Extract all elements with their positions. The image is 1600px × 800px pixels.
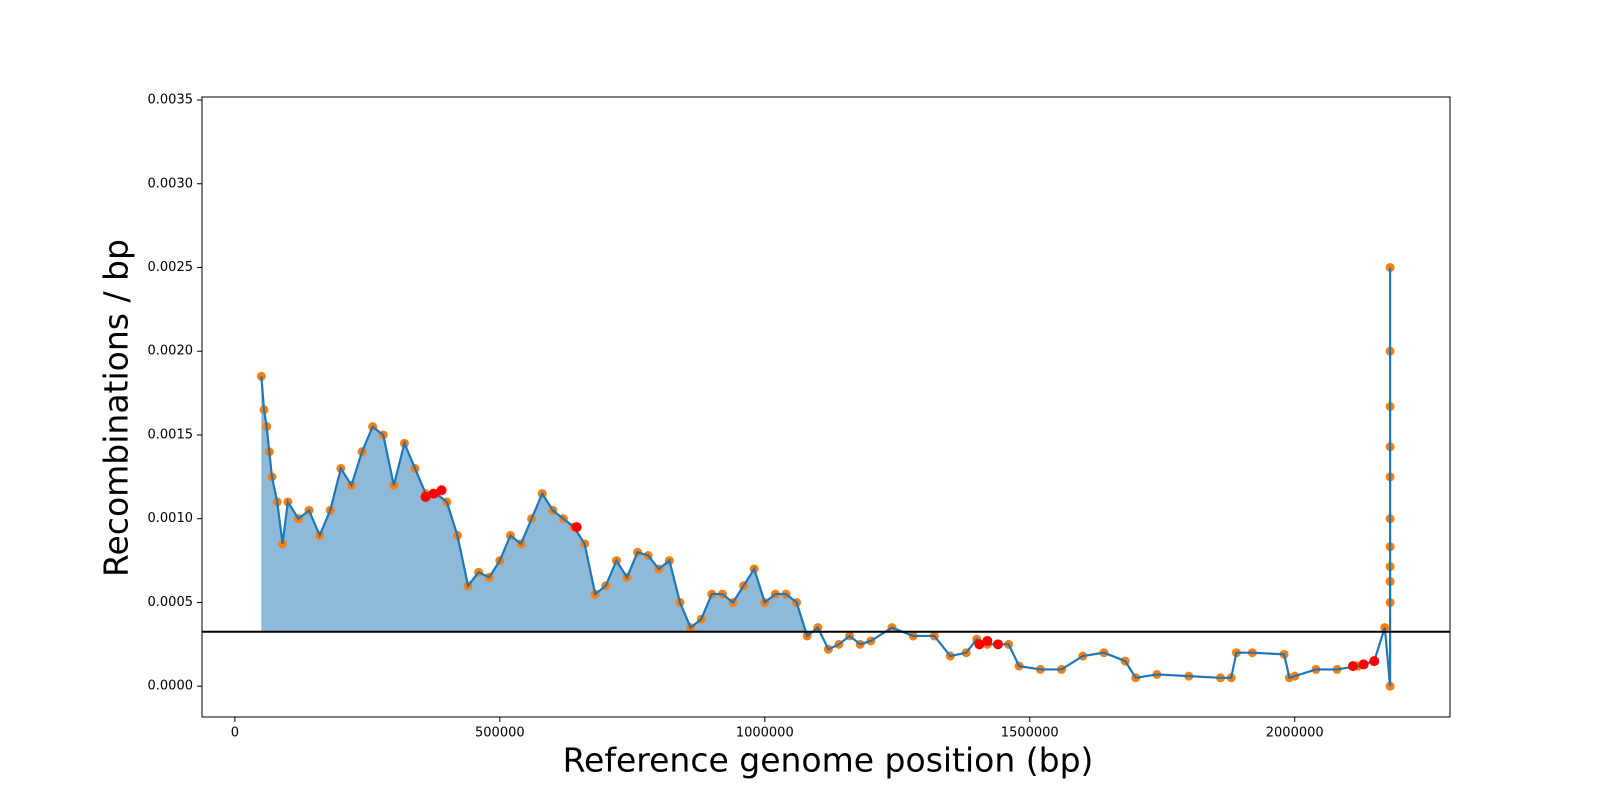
x-axis-label: Reference genome position (bp) (563, 741, 1094, 780)
highlight-marker (1358, 659, 1369, 670)
highlight-marker (992, 639, 1003, 650)
y-axis-label: Recombinations / bp (97, 239, 136, 577)
y-tick-label: 0.0000 (148, 679, 194, 694)
y-tick-label: 0.0015 (148, 427, 194, 442)
highlight-marker (974, 639, 985, 650)
y-tick-label: 0.0010 (148, 511, 194, 526)
highlight-marker (571, 522, 582, 533)
area-fill (261, 267, 1391, 632)
x-tick-label: 2000000 (1266, 726, 1324, 741)
x-tick-label: 500000 (475, 726, 525, 741)
highlight-marker (1369, 656, 1380, 667)
highlight-marker (1348, 661, 1359, 672)
y-tick-label: 0.0030 (148, 176, 194, 191)
highlight-marker (428, 488, 439, 499)
y-tick-label: 0.0025 (148, 260, 194, 275)
y-tick-label: 0.0035 (148, 93, 194, 108)
highlight-marker (436, 485, 447, 496)
line (260, 267, 1392, 687)
y-tick-label: 0.0005 (148, 595, 194, 610)
x-tick-label: 1000000 (736, 726, 794, 741)
x-tick-label: 0 (231, 726, 239, 741)
x-tick-label: 1500000 (1001, 726, 1059, 741)
y-tick-label: 0.0020 (148, 344, 194, 359)
plot-frame (201, 96, 1451, 718)
highlight-marker (420, 491, 431, 502)
highlight-marker (982, 635, 993, 646)
